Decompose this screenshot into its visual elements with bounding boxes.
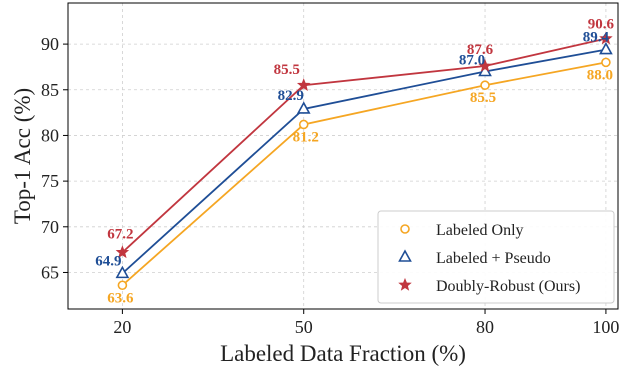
data-label: 82.9 (278, 88, 304, 104)
data-point-triangle (296, 101, 311, 114)
data-labels: 63.6 81.2 85.5 88.0 64.9 82.9 87.0 89.4 67.2 85.5… (95, 17, 614, 307)
data-point-star (296, 78, 311, 91)
data-point-star (115, 245, 130, 259)
series-layer (115, 31, 613, 291)
data-point-triangle (115, 265, 130, 279)
legend-box (377, 210, 615, 304)
legend-marker-star (398, 277, 412, 291)
y-axis-label: Top-1 Acc (%) (10, 88, 35, 224)
data-label: 87.6 (467, 42, 494, 58)
legend-marker-circle (400, 224, 410, 234)
x-tick-label: 50 (295, 317, 313, 337)
y-tick-label: 65 (41, 262, 59, 282)
legend-label: Labeled + Pseudo (436, 250, 551, 267)
series-labeled-pseudo (115, 41, 613, 279)
data-label: 88.0 (587, 67, 613, 83)
data-point-star (478, 58, 492, 72)
legend-item: Labeled Only (400, 222, 524, 239)
data-label: 85.5 (274, 62, 300, 78)
data-label: 67.2 (107, 226, 133, 242)
x-axis-label: Labeled Data Fraction (%) (220, 341, 466, 366)
x-tick-label: 20 (113, 317, 131, 337)
x-tick-label: 100 (592, 317, 619, 337)
y-tick-label: 75 (41, 171, 59, 191)
data-point-circle (298, 119, 309, 130)
legend: Labeled Only Labeled + Pseudo Doubly-Robus… (377, 210, 615, 304)
data-label: 85.5 (470, 90, 496, 106)
series-labeled-only (117, 57, 611, 291)
legend-item: Doubly-Robust (Ours) (398, 277, 580, 295)
x-tick-label: 80 (476, 317, 494, 337)
data-label: 90.6 (588, 17, 615, 33)
data-label: 63.6 (107, 290, 134, 306)
y-tick-label: 90 (41, 34, 59, 54)
series-line (121, 48, 607, 275)
data-point-star (599, 31, 613, 45)
data-label: 89.4 (583, 30, 610, 46)
y-tick-label: 85 (41, 80, 59, 100)
data-label: 81.2 (293, 129, 319, 145)
legend-item: Labeled + Pseudo (398, 249, 551, 267)
y-tick-label: 80 (41, 125, 59, 145)
legend-marker-triangle (398, 249, 412, 262)
data-point-circle (480, 80, 490, 91)
data-point-circle (601, 57, 611, 68)
data-point-circle (117, 280, 128, 291)
series-doubly-robust-ours (115, 31, 613, 259)
y-tick-label: 70 (41, 217, 59, 237)
series-line (121, 61, 607, 286)
data-label: 87.0 (459, 53, 485, 69)
series-line (121, 37, 607, 254)
plot-frame (67, 2, 619, 310)
legend-label: Labeled Only (436, 222, 524, 239)
legend-label: Doubly-Robust (Ours) (436, 278, 580, 295)
data-point-triangle (599, 41, 613, 55)
y-axis-ticks: 65 70 75 80 85 90 (41, 34, 68, 282)
data-label: 64.9 (95, 253, 121, 269)
x-axis-ticks: 20 50 80 100 (113, 309, 619, 337)
